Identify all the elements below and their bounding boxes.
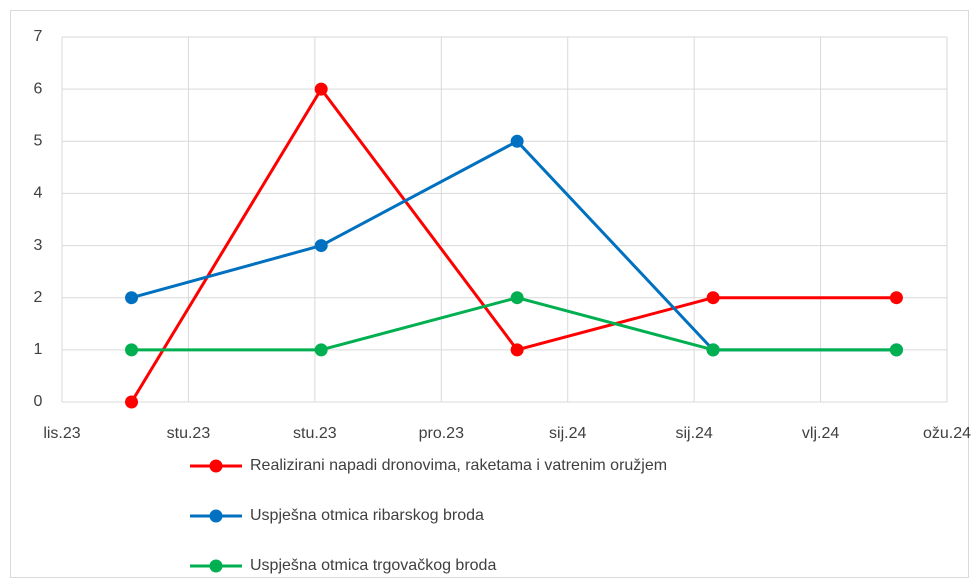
y-tick-label: 7: [34, 28, 43, 45]
data-point: [314, 343, 328, 357]
legend-marker: [209, 559, 223, 573]
legend-marker: [209, 509, 223, 523]
x-tick-label: ožu.24: [923, 425, 971, 442]
y-tick-label: 0: [34, 393, 43, 410]
y-tick-label: 4: [34, 185, 43, 202]
data-point: [125, 291, 139, 305]
data-point: [125, 343, 139, 357]
y-tick-label: 2: [34, 289, 43, 306]
data-point: [706, 343, 720, 357]
y-tick-label: 1: [34, 341, 43, 358]
x-tick-label: vlj.24: [802, 425, 839, 442]
data-point: [889, 343, 903, 357]
y-tick-label: 6: [34, 80, 43, 97]
x-tick-label: stu.23: [167, 425, 211, 442]
data-point: [510, 134, 524, 148]
legend-marker: [209, 459, 223, 473]
legend-label: Realizirani napadi dronovima, raketama i…: [250, 457, 667, 474]
x-tick-label: stu.23: [293, 425, 337, 442]
y-tick-label: 3: [34, 237, 43, 254]
x-tick-label: sij.24: [549, 425, 586, 442]
data-point: [510, 291, 524, 305]
x-tick-label: lis.23: [43, 425, 80, 442]
data-point: [125, 395, 139, 409]
data-point: [314, 239, 328, 253]
chart-frame: [10, 10, 969, 578]
y-tick-label: 5: [34, 133, 43, 150]
data-point: [314, 82, 328, 96]
x-tick-label: pro.23: [419, 425, 464, 442]
legend-label: Uspješna otmica ribarskog broda: [250, 507, 484, 524]
legend-label: Uspješna otmica trgovačkog broda: [250, 557, 496, 574]
x-tick-label: sij.24: [675, 425, 712, 442]
data-point: [889, 291, 903, 305]
data-point: [706, 291, 720, 305]
data-point: [510, 343, 524, 357]
